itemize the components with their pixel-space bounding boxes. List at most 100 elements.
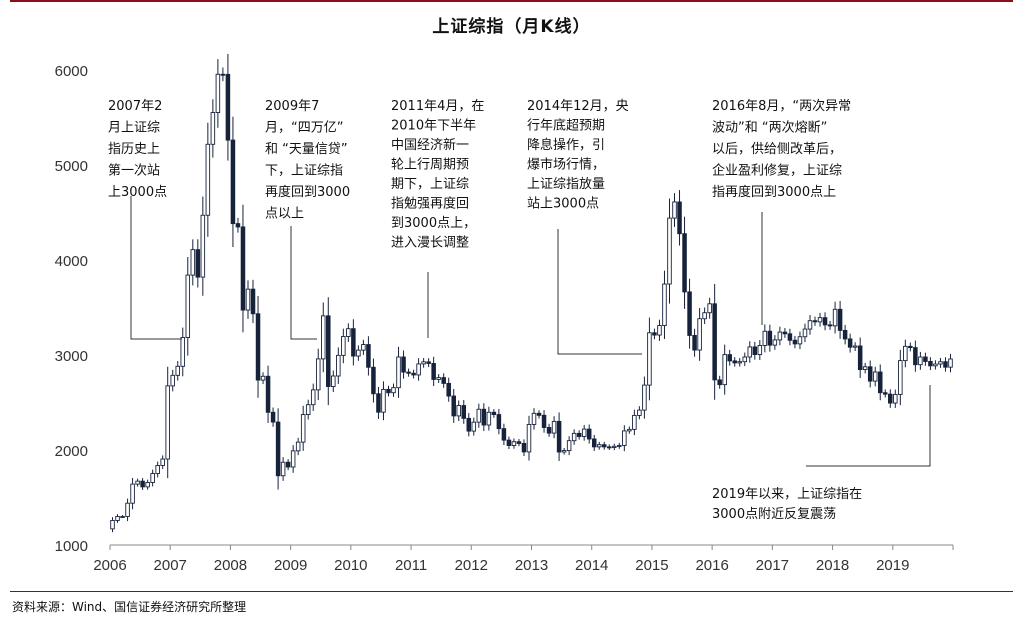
annotation-text: 2007年2 — [108, 99, 162, 114]
annotation-text: 3000点附近反复震荡 — [712, 507, 836, 522]
candle-body — [807, 320, 813, 330]
annotation-text: 月，“四万亿” — [265, 121, 343, 136]
candle-body — [777, 331, 783, 341]
candle-body — [772, 339, 778, 346]
candle-body — [727, 354, 732, 362]
candle-body — [205, 143, 211, 216]
candlestick-chart: 1000 2000 3000 4000 5000 6000 2006 2007 2008 2009… — [55, 53, 954, 574]
annotation-leader — [290, 226, 317, 340]
annotation-text: 2011年4月，在 — [391, 99, 484, 114]
candle-body — [341, 336, 346, 356]
candle-body — [200, 214, 206, 278]
candle-body — [737, 361, 742, 364]
candle-body — [857, 345, 863, 370]
candle-body — [612, 445, 617, 448]
candle-body — [697, 318, 702, 351]
candle-body — [677, 201, 682, 235]
candle-body — [752, 346, 758, 355]
candle-body — [295, 441, 301, 452]
candle-body — [812, 320, 818, 323]
annotation-text: 月上证综 — [108, 121, 160, 136]
candle-body — [551, 420, 557, 434]
x-tick-label: 2011 — [395, 557, 427, 574]
candle-body — [120, 516, 125, 518]
x-tick-label: 2012 — [455, 557, 488, 574]
candle-body — [491, 411, 497, 416]
candle-body — [692, 334, 697, 351]
candle-body — [441, 377, 446, 384]
chart-title: 上证综指（月K线） — [432, 17, 591, 37]
annotation-text: 2014年12月，央 — [527, 99, 629, 114]
candle-body — [792, 339, 798, 345]
candle-body — [561, 450, 567, 453]
candle-body — [260, 375, 266, 381]
candle-body — [401, 356, 406, 373]
candle-body — [852, 345, 858, 348]
candle-body — [115, 516, 120, 521]
annotation-text: 进入漫长调整 — [391, 236, 469, 251]
candle-body — [210, 112, 216, 145]
y-tick-label: 2000 — [55, 443, 88, 460]
candle-body — [767, 330, 773, 346]
candle-body — [516, 441, 522, 444]
annotation-text: 和 “天量信贷” — [265, 142, 348, 157]
candle-body — [315, 358, 321, 391]
annotation-text: 以后，供给侧改革后， — [712, 142, 842, 157]
candle-body — [662, 283, 667, 327]
candle-body — [943, 361, 948, 368]
candle-body — [757, 345, 763, 355]
candle-body — [481, 408, 487, 426]
candle-body — [135, 480, 140, 485]
candle-body — [310, 389, 316, 406]
candle-body — [837, 308, 843, 331]
candle-body — [556, 420, 562, 453]
candle-body — [346, 328, 351, 337]
annotation-leader — [806, 385, 931, 467]
candle-body — [642, 384, 647, 411]
y-tick-label: 1000 — [55, 538, 88, 555]
candle-body — [170, 374, 175, 387]
candle-body — [526, 423, 532, 453]
annotation-text: 轮上行周期预 — [391, 158, 469, 173]
candle-body — [602, 444, 607, 448]
candle-body — [918, 356, 923, 366]
source-note: 资料来源：Wind、国信证券经济研究所整理 — [12, 600, 247, 614]
candle-body — [130, 483, 135, 504]
candle-body — [245, 288, 251, 311]
candle-body — [787, 333, 793, 341]
candle-body — [933, 363, 938, 367]
top-rule — [10, 0, 1013, 2]
candle-body — [506, 439, 512, 446]
annotation-text: 2009年7 — [265, 99, 319, 114]
annotation-text: 企业盈利修复，上证综 — [712, 163, 842, 179]
candle-body — [827, 324, 833, 327]
annotation-text: 中国经济新一 — [391, 137, 469, 153]
candle-body — [336, 354, 341, 377]
candle-body — [546, 427, 552, 434]
candle-body — [220, 73, 226, 76]
candle-body — [596, 444, 602, 448]
annotation-text: 2019年以来，上证综指在 — [712, 487, 862, 502]
candle-body — [867, 366, 873, 382]
candle-body — [511, 441, 517, 446]
candle-body — [331, 375, 336, 387]
candle-body — [366, 344, 371, 368]
candle-body — [496, 414, 502, 430]
candle-body — [847, 338, 853, 348]
candle-body — [802, 328, 808, 338]
x-tick-label: 2007 — [154, 557, 187, 574]
candle-body — [657, 325, 662, 336]
candle-body — [110, 520, 115, 530]
candle-body — [531, 412, 537, 425]
y-tick-label: 5000 — [55, 158, 88, 175]
candle-body — [898, 360, 903, 395]
x-tick-label: 2016 — [695, 557, 728, 574]
candle-body — [822, 317, 828, 326]
candle-body — [576, 432, 582, 437]
annotation-text: 上3000点 — [108, 185, 167, 200]
candle-body — [536, 412, 542, 416]
candle-body — [817, 317, 823, 323]
candle-body — [928, 361, 933, 367]
candle-body — [140, 480, 145, 488]
candle-body — [797, 336, 803, 345]
